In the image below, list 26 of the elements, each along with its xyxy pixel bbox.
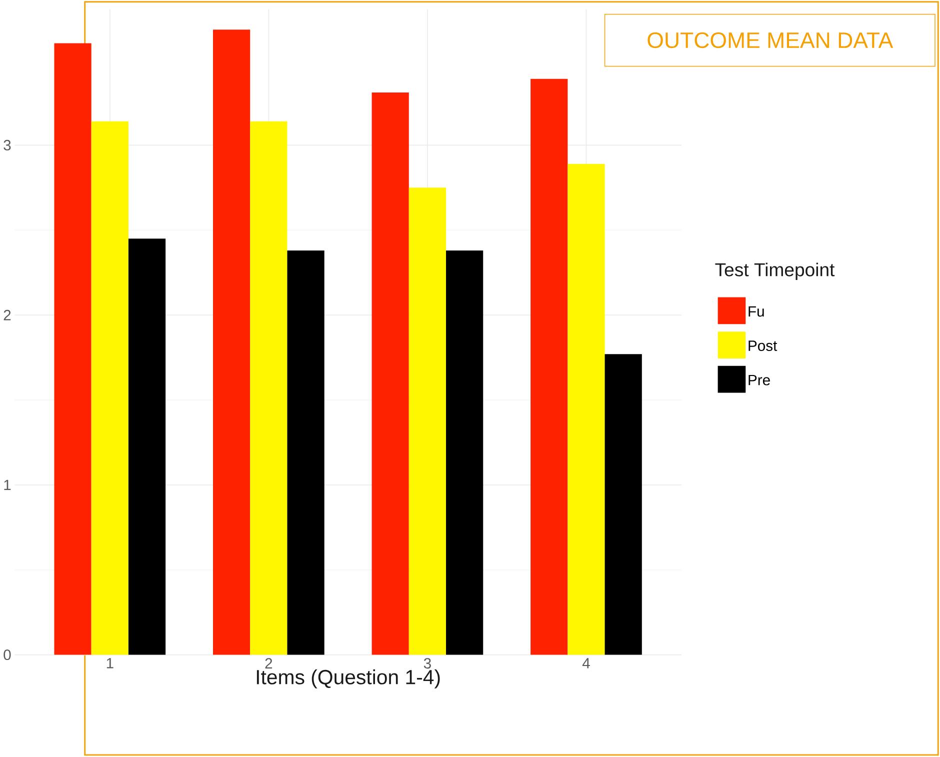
y-tick-label: 2 <box>4 310 11 320</box>
bar <box>530 78 568 655</box>
bar <box>372 92 409 655</box>
bar <box>408 188 446 655</box>
bar <box>604 354 642 655</box>
bar <box>54 43 92 655</box>
bar <box>128 238 166 655</box>
bar <box>446 250 484 655</box>
legend-title: Test Timepoint <box>715 262 835 280</box>
y-tick-label: 0 <box>4 650 11 660</box>
bar <box>213 30 250 655</box>
x-tick-label: 3 <box>424 658 431 669</box>
x-axis-title: Items (Question 1-4) <box>256 669 440 688</box>
text: OUTCOME MEAN DATA <box>648 32 894 48</box>
x-tick-label: 4 <box>582 658 590 668</box>
legend-label: Fu <box>748 306 764 317</box>
y-tick-label: 1 <box>4 480 11 490</box>
bar <box>250 121 288 655</box>
bar <box>91 121 128 655</box>
legend-label: Post <box>748 340 778 352</box>
bar <box>568 164 605 655</box>
x-tick-label: 1 <box>106 658 114 668</box>
x-tick-label: 2 <box>265 658 272 669</box>
legend-label: Pre <box>748 375 770 386</box>
bar <box>287 250 324 655</box>
y-tick-label: 3 <box>4 140 11 150</box>
